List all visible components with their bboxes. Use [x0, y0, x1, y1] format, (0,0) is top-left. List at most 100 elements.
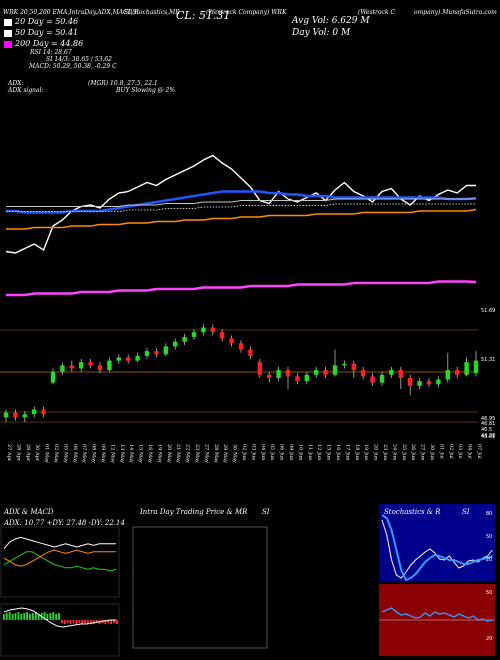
- date-label-21: 27 May: [203, 444, 209, 463]
- date-label-33: 12 Jun: [316, 444, 322, 461]
- date-label-30: 09 Jun: [288, 444, 294, 461]
- intraday-panel-frame: [132, 526, 268, 649]
- date-label-24: 30 May: [232, 444, 238, 463]
- price-label-2: 46.95: [481, 416, 495, 422]
- stoch-label: SI 14/3: 38.65 / 53.62: [46, 56, 112, 63]
- candle-body-34: [323, 370, 328, 375]
- date-label-46: 01 Jul: [438, 444, 444, 459]
- date-label-16: 19 May: [156, 444, 162, 463]
- candle-body-10: [97, 365, 103, 371]
- date-label-7: 06 May: [72, 444, 78, 463]
- date-label-44: 27 Jun: [420, 444, 426, 461]
- macd-bar-20: [61, 620, 63, 623]
- candle-body-49: [464, 362, 469, 375]
- header-ticker: (Westrock Company) WRK: [206, 9, 287, 16]
- adx-panel-title: ADX & MACD: [4, 508, 54, 516]
- macd-bar-23: [69, 620, 72, 624]
- series-line-1: [6, 190, 477, 214]
- macd-bar-7: [23, 613, 26, 620]
- candle-body-8: [79, 362, 84, 369]
- candle-body-6: [60, 365, 65, 372]
- candle-body-9: [88, 362, 93, 366]
- candle-body-42: [398, 370, 403, 378]
- date-label-26: 03 Jun: [250, 444, 256, 461]
- candle-body-38: [361, 370, 366, 377]
- macd-bar-14: [43, 612, 46, 620]
- candle-body-16: [154, 351, 159, 355]
- macd-bar-30: [90, 620, 92, 623]
- macd-bar-25: [75, 620, 78, 624]
- date-label-36: 17 Jun: [344, 444, 350, 461]
- macd-bar-8: [26, 612, 28, 620]
- series-line-3: [6, 208, 477, 230]
- date-label-50: 07 Jul: [476, 444, 482, 459]
- price-label-3: 46.81: [481, 421, 495, 427]
- date-label-9: 08 May: [91, 444, 97, 463]
- date-label-29: 06 Jun: [279, 444, 285, 461]
- date-label-17: 20 May: [166, 444, 172, 463]
- price-label-4: 46.01: [481, 434, 495, 440]
- date-label-14: 15 May: [138, 444, 144, 463]
- series-line-4: [6, 280, 477, 297]
- macd-bar-12: [37, 614, 40, 620]
- legend-swatch-200: [4, 40, 12, 48]
- date-label-39: 20 Jun: [373, 444, 379, 461]
- candle-body-46: [436, 379, 441, 385]
- date-label-13: 14 May: [128, 444, 134, 463]
- macd-bar-11: [34, 612, 37, 620]
- stoch-level-1: 50: [486, 534, 492, 540]
- price-label-5: 46.5: [481, 427, 492, 433]
- candle-body-27: [257, 362, 262, 375]
- candle-body-41: [389, 370, 394, 375]
- date-label-41: 24 Jun: [391, 444, 397, 461]
- candle-body-0: [3, 412, 9, 418]
- candle-body-29: [276, 370, 281, 378]
- macd-bar-27: [81, 620, 84, 624]
- macd-bar-9: [29, 614, 31, 620]
- candle-body-14: [135, 355, 140, 361]
- candle-body-1: [13, 412, 18, 418]
- candle-body-4: [41, 409, 46, 415]
- candle-body-39: [370, 376, 375, 383]
- date-label-3: 30 Apr: [34, 444, 40, 462]
- candle-body-25: [238, 343, 244, 350]
- series-line-dotted: [6, 203, 477, 212]
- macd-bar-31: [92, 620, 95, 624]
- date-label-10: 09 May: [100, 444, 106, 463]
- legend-200day: 200 Day = 44.86: [4, 39, 83, 48]
- price-label-6: 44.28: [481, 433, 495, 439]
- stoch-level-2: 20: [486, 557, 492, 563]
- header-company-b: ompany) MunafaSutra.com: [414, 9, 497, 16]
- candle-body-5: [50, 371, 56, 383]
- candle-body-32: [304, 374, 309, 382]
- macd-bar-37: [110, 620, 113, 624]
- macd-bar-19: [58, 613, 60, 620]
- macd-bar-26: [78, 620, 81, 623]
- candle-body-33: [314, 370, 319, 375]
- legend-50day: 50 Day = 50.41: [4, 28, 78, 37]
- candle-body-44: [417, 381, 422, 386]
- macd-bar-18: [55, 614, 57, 620]
- header-line1b: SI,Stochastics,MR: [124, 9, 180, 16]
- macd-bar-10: [32, 613, 34, 620]
- stoch-level-0: 80: [486, 511, 492, 517]
- date-label-4: 01 May: [44, 444, 50, 463]
- price-label-1: 51.31: [481, 357, 495, 363]
- header-line1: WRK 20,50,200 EMA,IntraDay,ADX,MACD,R: [3, 9, 139, 16]
- macd-bar-16: [49, 613, 52, 620]
- macd-bar-38: [113, 620, 115, 623]
- price-label-0: 51.69: [481, 308, 495, 314]
- legend-swatch-50: [4, 29, 12, 37]
- date-label-34: 13 Jun: [326, 444, 332, 461]
- date-label-27: 04 Jun: [260, 444, 266, 461]
- candle-body-47: [445, 370, 450, 380]
- date-label-2: 29 Apr: [25, 444, 31, 462]
- date-label-35: 16 Jun: [335, 444, 341, 461]
- date-label-11: 12 May: [109, 444, 115, 463]
- macd-label: MACD: 50.29, 50.38, -0.29 C: [29, 63, 117, 70]
- stoch-panel-title-b: SI: [462, 508, 470, 516]
- candle-body-45: [426, 381, 432, 385]
- date-label-43: 26 Jun: [410, 444, 416, 461]
- date-label-8: 07 May: [81, 444, 87, 463]
